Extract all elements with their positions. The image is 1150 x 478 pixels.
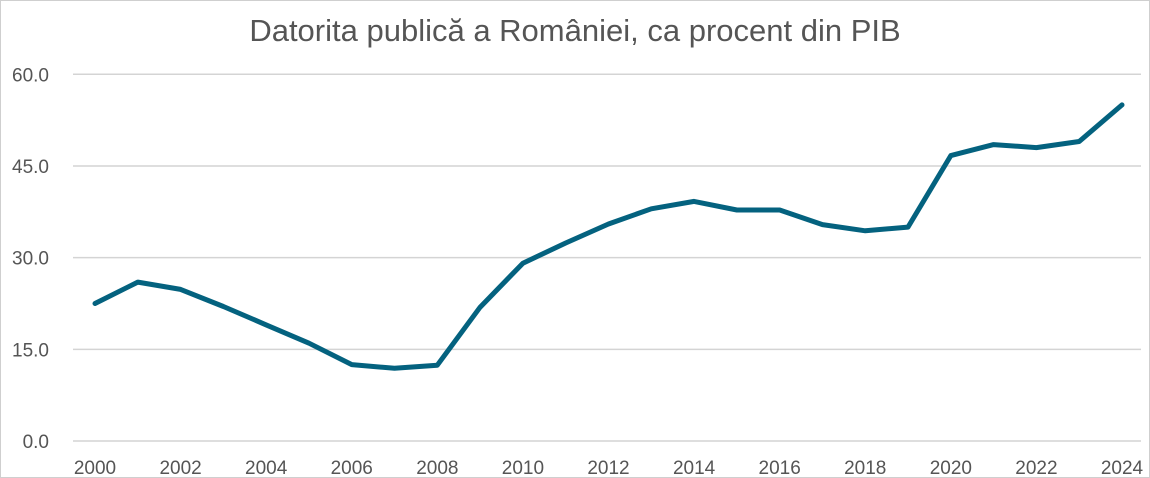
gridlines <box>73 73 1141 442</box>
x-tick-label: 2006 <box>331 458 373 477</box>
x-tick-label: 2010 <box>502 458 544 477</box>
y-tick-label: 60.0 <box>12 65 49 86</box>
x-tick-label: 2014 <box>673 458 716 477</box>
series-line <box>92 102 1125 371</box>
series-lines <box>92 102 1125 371</box>
x-tick-label: 2024 <box>1101 458 1144 477</box>
x-tick-label: 2016 <box>759 458 801 477</box>
x-tick-label: 2018 <box>844 458 886 477</box>
x-axis-ticks: 2000 2002 2004 2006 2008 2010 2012 2014 2016 2018… <box>74 458 1144 477</box>
x-tick-label: 2000 <box>74 458 116 477</box>
x-tick-label: 2012 <box>587 458 629 477</box>
y-tick-label: 30.0 <box>12 249 49 270</box>
y-tick-label: 15.0 <box>12 340 49 361</box>
x-tick-label: 2020 <box>930 458 972 477</box>
x-tick-label: 2004 <box>245 458 288 477</box>
y-axis-ticks: 0.0 15.0 30.0 45.0 60.0 <box>12 65 49 453</box>
x-tick-label: 2008 <box>416 458 458 477</box>
y-tick-label: 0.0 <box>23 432 49 453</box>
x-tick-label: 2022 <box>1015 458 1057 477</box>
y-tick-label: 45.0 <box>12 157 49 178</box>
chart-title: Datorita publică a României, ca procent … <box>249 13 900 48</box>
x-tick-label: 2002 <box>159 458 201 477</box>
